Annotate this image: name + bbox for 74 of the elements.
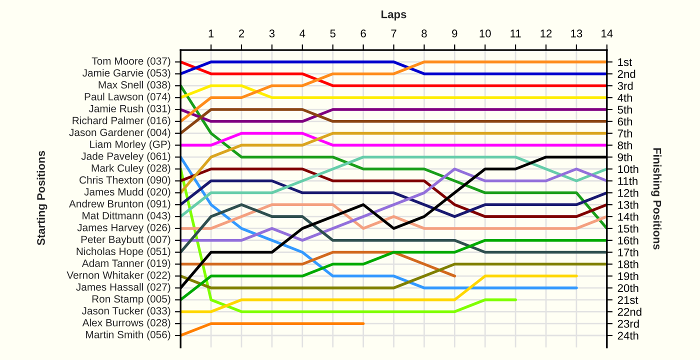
text: James Hassall (027) (76, 283, 170, 293)
text: Jamie Garvie (053) (82, 68, 170, 79)
text: James Harvey (026) (77, 224, 170, 234)
y-tick-label: 11th (618, 176, 638, 185)
x-tick-label: 13 (571, 30, 582, 38)
x-tick-label: 4 (300, 30, 306, 38)
text: Andrew Brunton (091) (69, 200, 170, 210)
y-tick-label: 15th (618, 224, 638, 233)
y-tick-label: 18th (618, 260, 638, 268)
line-series (180, 84, 607, 230)
text: Mat Dittmann (043) (82, 212, 170, 222)
text: Jade Paveley (061) (81, 152, 170, 162)
y-tick-label: 12th (618, 188, 638, 197)
line-series (180, 179, 607, 218)
line-series (180, 132, 607, 194)
line-series (180, 168, 607, 242)
y-tick-label: 23rd (618, 320, 639, 328)
x-tick-label: 8 (422, 30, 427, 38)
y-tick-label: 21st (618, 296, 638, 304)
y-tick-label: 14th (618, 212, 638, 221)
x-tick-label: 1 (208, 30, 214, 38)
text: Jason Gardener (004) (69, 128, 170, 138)
y-tick-label: 4th (618, 94, 632, 102)
text: Liam Morley (GP) (90, 140, 170, 150)
text: Mark Culey (028) (92, 164, 170, 174)
x-tick-label: 5 (330, 30, 336, 38)
y-tick-label: 24th (618, 331, 638, 340)
text: Nicholas Hope (051) (76, 247, 170, 258)
text: Martin Smith (056) (86, 330, 170, 340)
y-tick-label: 19th (618, 272, 638, 280)
y-tick-label: 10th (618, 164, 638, 174)
line-series (180, 60, 607, 123)
text: Jason Tucker (033) (82, 306, 170, 317)
text: Adam Tanner (019) (82, 259, 170, 269)
y-tick-label: 6th (618, 117, 632, 126)
y-tick-label: 16th (618, 236, 638, 244)
x-axis-title: Laps (382, 10, 406, 20)
x-tick-label: 10 (480, 30, 491, 38)
y-tick-label: 1st (618, 58, 632, 66)
line-series (180, 156, 607, 218)
text: Jamie Rush (031) (88, 104, 170, 114)
text: Chris Thexton (090) (80, 176, 170, 186)
x-tick-label: 12 (540, 30, 552, 38)
y-tick-label: 20th (618, 284, 638, 292)
x-tick-label: 6 (360, 30, 366, 38)
text: Max Snell (038) (98, 80, 170, 91)
text: Paul Lawson (074) (84, 92, 170, 102)
y-tick-label: 9th (618, 153, 632, 162)
x-tick-label: 7 (391, 30, 396, 38)
line-series (180, 168, 607, 218)
text: Alex Burrows (028) (82, 318, 170, 328)
y-tick-label: 2nd (618, 70, 636, 78)
y-tick-label: 13th (618, 200, 638, 209)
x-tick-label: 2 (238, 30, 244, 38)
text: Starting Positions (36, 150, 48, 246)
line-series (180, 203, 607, 254)
x-tick-label: 11 (510, 30, 521, 38)
y-tick-label: 5th (618, 105, 632, 114)
x-tick-label: 3 (269, 30, 275, 38)
text: Richard Palmer (016) (72, 116, 170, 126)
text: Tom Moore (037) (92, 57, 170, 67)
y-axis-title: Finishing Positions (651, 148, 662, 250)
y-tick-label: 8th (618, 141, 632, 150)
text: Vernon Whitaker (022) (66, 271, 170, 281)
y-tick-label: 3rd (618, 82, 633, 90)
y-tick-label: 7th (618, 129, 632, 138)
x-tick-label: 9 (452, 30, 458, 38)
text: James Mudd (020) (84, 188, 170, 198)
y-tick-label: 17th (618, 248, 638, 256)
y-tick-label: 22nd (618, 308, 642, 316)
line-series (180, 238, 607, 302)
text: Peter Baybutt (007) (81, 235, 170, 246)
x-tick-label: 14 (602, 30, 613, 38)
text: Ron Stamp (005) (92, 294, 170, 305)
